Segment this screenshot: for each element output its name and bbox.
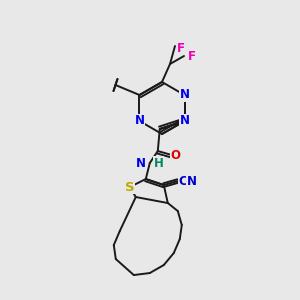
Text: H: H xyxy=(154,157,164,169)
Text: C: C xyxy=(179,175,188,188)
Text: O: O xyxy=(171,148,181,161)
Text: N: N xyxy=(179,115,190,128)
Text: N: N xyxy=(134,115,145,128)
Text: N: N xyxy=(179,88,190,101)
Text: N: N xyxy=(187,175,197,188)
Text: F: F xyxy=(188,50,196,62)
Text: S: S xyxy=(125,181,135,194)
Text: N: N xyxy=(136,157,146,169)
Text: F: F xyxy=(177,41,185,55)
